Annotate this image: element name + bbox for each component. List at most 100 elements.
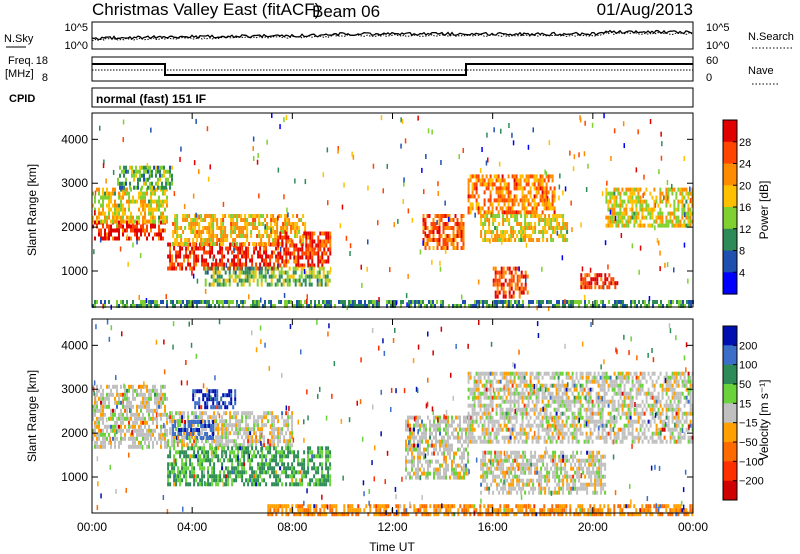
velocity-cell xyxy=(160,412,162,417)
power-cell xyxy=(142,203,144,208)
power-cell xyxy=(494,266,497,271)
power-cell xyxy=(512,304,514,308)
velocity-cell xyxy=(152,416,154,421)
velocity-cell xyxy=(167,466,170,471)
power-cell xyxy=(150,211,152,216)
power-cell xyxy=(561,255,564,261)
power-cell xyxy=(529,202,532,207)
power-cell xyxy=(257,153,259,158)
velocity-cell xyxy=(273,419,276,424)
power-cell xyxy=(545,186,548,191)
power-cell xyxy=(185,266,188,271)
velocity-cell xyxy=(463,419,465,424)
velocity-cell xyxy=(245,431,248,436)
velocity-cell xyxy=(285,439,288,444)
power-cell xyxy=(283,117,285,123)
power-cell xyxy=(550,218,553,222)
velocity-cell xyxy=(227,482,230,487)
velocity-cell xyxy=(203,454,206,459)
power-cell xyxy=(277,235,280,240)
power-cell xyxy=(306,274,309,279)
velocity-cell xyxy=(305,470,308,475)
velocity-cell xyxy=(429,459,431,464)
power-cell xyxy=(313,263,316,268)
power-cell xyxy=(210,218,213,222)
power-cell xyxy=(507,202,510,207)
velocity-cell xyxy=(219,458,222,463)
power-cell xyxy=(120,300,122,304)
power-cell xyxy=(260,214,263,218)
power-cell xyxy=(496,282,499,287)
velocity-cell xyxy=(150,392,152,397)
power-cell xyxy=(224,234,227,238)
power-cell xyxy=(500,230,503,234)
power-cell xyxy=(142,219,144,224)
power-cell xyxy=(178,226,181,230)
velocity-cell xyxy=(289,474,292,479)
power-cell xyxy=(480,222,483,226)
velocity-cell xyxy=(271,454,274,459)
power-cell xyxy=(133,169,135,174)
velocity-cell xyxy=(209,474,212,479)
power-cell xyxy=(488,222,491,226)
power-cell xyxy=(182,214,185,218)
velocity-cell xyxy=(413,431,415,436)
velocity-cell xyxy=(423,427,425,432)
power-cell xyxy=(224,230,227,234)
velocity-cell xyxy=(132,436,134,441)
power-cell xyxy=(319,259,322,264)
power-cell xyxy=(664,262,666,268)
velocity-cell xyxy=(241,446,244,451)
power-cell xyxy=(514,218,517,222)
velocity-cell xyxy=(249,411,252,416)
velocity-cell xyxy=(479,391,482,396)
power-heatmap-cells xyxy=(92,113,694,312)
power-cell xyxy=(145,177,147,182)
power-cell xyxy=(661,211,664,216)
velocity-cell xyxy=(148,388,150,393)
velocity-cell xyxy=(469,403,472,408)
power-cell xyxy=(200,234,203,238)
velocity-cell xyxy=(140,400,142,405)
power-cell xyxy=(508,266,511,271)
velocity-cell xyxy=(126,396,128,401)
velocity-cell xyxy=(221,431,224,436)
velocity-cell xyxy=(224,401,227,406)
power-cell xyxy=(108,236,110,241)
power-cell xyxy=(545,190,548,195)
velocity-cell xyxy=(229,474,232,479)
power-cell xyxy=(474,212,476,218)
power-cell xyxy=(224,282,227,287)
power-cell xyxy=(596,277,599,282)
power-cell xyxy=(442,226,445,230)
velocity-cell xyxy=(204,420,207,424)
power-cell xyxy=(522,230,525,234)
power-cell xyxy=(502,230,505,234)
power-cell xyxy=(677,199,680,204)
velocity-cell xyxy=(122,436,124,441)
velocity-cell xyxy=(209,462,212,467)
power-cell xyxy=(252,270,255,275)
power-cell xyxy=(124,304,126,308)
velocity-cell xyxy=(225,482,228,487)
power-cell xyxy=(136,239,138,245)
power-cell xyxy=(494,290,497,295)
velocity-cell xyxy=(253,419,256,424)
velocity-cell xyxy=(94,428,96,433)
power-cell xyxy=(221,246,224,251)
velocity-cell xyxy=(469,375,472,380)
power-cell xyxy=(522,304,524,308)
freq-tick-top: 18 xyxy=(36,55,48,67)
power-cell xyxy=(187,258,190,263)
power-cell xyxy=(534,214,537,218)
velocity-cell xyxy=(136,404,138,409)
power-cell xyxy=(300,270,303,275)
velocity-cell xyxy=(154,416,156,421)
power-cell xyxy=(518,230,521,234)
power-cell xyxy=(327,247,330,252)
power-cell xyxy=(625,191,628,196)
velocity-cell xyxy=(259,454,262,459)
power-cell xyxy=(327,255,330,260)
power-cell xyxy=(533,206,536,211)
velocity-cell xyxy=(217,423,220,428)
